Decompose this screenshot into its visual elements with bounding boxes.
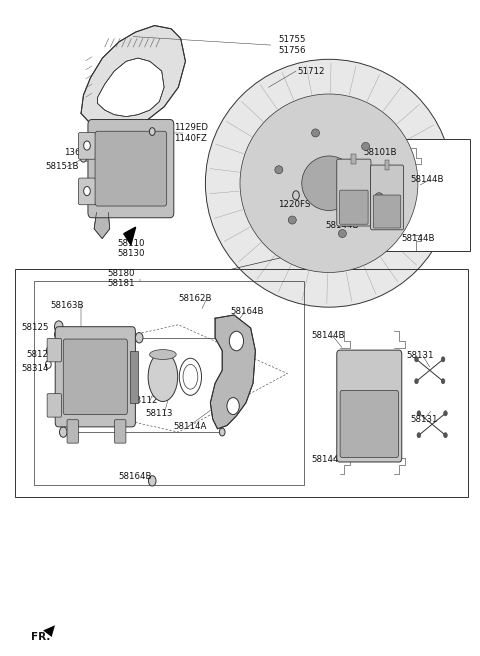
Circle shape	[46, 361, 51, 368]
Text: FR.: FR.	[31, 632, 50, 642]
Circle shape	[55, 321, 63, 333]
Circle shape	[227, 398, 240, 415]
Text: 1360Gα: 1360Gα	[64, 148, 99, 157]
Text: 51755
51756: 51755 51756	[278, 35, 305, 54]
Circle shape	[441, 357, 445, 362]
Text: 58144B: 58144B	[335, 162, 368, 171]
FancyBboxPatch shape	[78, 178, 96, 205]
Circle shape	[135, 333, 143, 343]
Circle shape	[47, 346, 54, 356]
FancyBboxPatch shape	[95, 131, 167, 206]
Text: 58144B: 58144B	[311, 331, 345, 340]
Circle shape	[55, 331, 60, 338]
Ellipse shape	[240, 94, 418, 272]
Text: 58180
58181: 58180 58181	[107, 269, 135, 288]
Circle shape	[231, 334, 237, 342]
Ellipse shape	[288, 216, 296, 224]
Polygon shape	[97, 58, 164, 117]
Polygon shape	[210, 315, 255, 429]
Polygon shape	[43, 625, 55, 637]
Ellipse shape	[361, 142, 370, 150]
Ellipse shape	[150, 350, 176, 359]
FancyBboxPatch shape	[47, 394, 61, 417]
Text: 1129ED
1140FZ: 1129ED 1140FZ	[174, 123, 207, 142]
FancyBboxPatch shape	[67, 420, 78, 443]
Circle shape	[357, 375, 374, 398]
Polygon shape	[124, 227, 136, 245]
FancyBboxPatch shape	[78, 133, 96, 159]
Polygon shape	[94, 213, 110, 239]
Ellipse shape	[275, 166, 283, 174]
Bar	[130, 351, 138, 403]
Text: 58131: 58131	[411, 415, 438, 424]
Text: 58144B: 58144B	[311, 455, 345, 464]
Text: 58162B: 58162B	[179, 295, 212, 303]
Circle shape	[60, 427, 67, 438]
FancyBboxPatch shape	[115, 420, 126, 443]
Text: 58112: 58112	[131, 396, 158, 405]
Circle shape	[378, 409, 392, 429]
FancyBboxPatch shape	[63, 339, 127, 415]
Ellipse shape	[148, 352, 178, 401]
Text: 58144B: 58144B	[401, 234, 435, 243]
Circle shape	[80, 153, 87, 162]
Text: 58114A: 58114A	[174, 422, 207, 432]
Circle shape	[149, 128, 155, 136]
Bar	[34, 281, 304, 485]
FancyBboxPatch shape	[55, 327, 135, 427]
Text: 58314: 58314	[22, 364, 49, 373]
Circle shape	[293, 191, 300, 200]
FancyBboxPatch shape	[88, 119, 174, 218]
Ellipse shape	[312, 129, 320, 137]
FancyBboxPatch shape	[371, 165, 404, 230]
Circle shape	[229, 331, 243, 351]
Bar	[14, 270, 468, 497]
Circle shape	[148, 476, 156, 486]
Text: 58125F: 58125F	[26, 350, 59, 359]
Circle shape	[444, 432, 447, 438]
FancyBboxPatch shape	[337, 350, 402, 462]
Text: 58101B: 58101B	[363, 148, 397, 157]
Text: 58144B: 58144B	[411, 175, 444, 184]
Circle shape	[441, 379, 445, 384]
Ellipse shape	[375, 193, 383, 201]
Text: 58163B: 58163B	[50, 300, 84, 310]
Circle shape	[415, 357, 419, 362]
Ellipse shape	[338, 230, 347, 237]
FancyBboxPatch shape	[340, 190, 368, 224]
Text: 51712: 51712	[297, 66, 324, 75]
Text: 1220FS: 1220FS	[278, 200, 311, 209]
Circle shape	[219, 428, 225, 436]
Polygon shape	[81, 26, 185, 130]
Circle shape	[417, 411, 421, 416]
Text: 58131: 58131	[406, 351, 433, 360]
Text: 58125: 58125	[22, 323, 49, 333]
Circle shape	[84, 186, 90, 195]
Text: 58164B: 58164B	[119, 472, 152, 481]
FancyBboxPatch shape	[340, 390, 398, 457]
Bar	[384, 160, 389, 170]
Ellipse shape	[205, 59, 453, 307]
FancyBboxPatch shape	[373, 195, 401, 228]
Circle shape	[444, 411, 447, 416]
Text: 58144B: 58144B	[325, 220, 359, 230]
FancyBboxPatch shape	[47, 338, 61, 362]
Text: 58151B: 58151B	[46, 162, 79, 171]
FancyBboxPatch shape	[337, 159, 371, 226]
Circle shape	[417, 432, 421, 438]
Ellipse shape	[302, 156, 356, 211]
Circle shape	[84, 141, 90, 150]
Text: 58110
58130: 58110 58130	[117, 239, 144, 258]
Circle shape	[415, 379, 419, 384]
Text: 58164B: 58164B	[230, 307, 264, 316]
Bar	[309, 139, 470, 251]
Bar	[351, 154, 356, 164]
Text: 58113: 58113	[145, 409, 173, 419]
